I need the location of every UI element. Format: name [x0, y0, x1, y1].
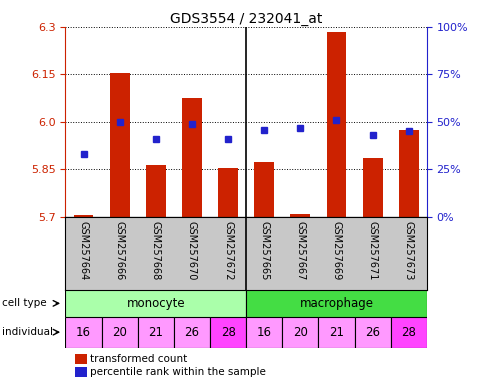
Text: cell type: cell type — [2, 298, 47, 308]
Bar — [318, 317, 354, 348]
Text: percentile rank within the sample: percentile rank within the sample — [90, 367, 265, 377]
Bar — [282, 317, 318, 348]
Bar — [290, 214, 310, 217]
Text: 26: 26 — [184, 326, 199, 339]
Bar — [254, 162, 273, 217]
Text: GSM257666: GSM257666 — [114, 220, 124, 280]
Bar — [210, 317, 245, 348]
Bar — [354, 317, 390, 348]
Bar — [65, 317, 102, 348]
Text: GSM257667: GSM257667 — [295, 220, 305, 280]
Title: GDS3554 / 232041_at: GDS3554 / 232041_at — [169, 12, 322, 26]
Bar — [75, 367, 87, 377]
Text: 20: 20 — [112, 326, 127, 339]
Bar — [245, 317, 282, 348]
Text: GSM257668: GSM257668 — [151, 220, 161, 280]
Text: GSM257671: GSM257671 — [367, 220, 377, 280]
Text: 26: 26 — [364, 326, 379, 339]
Bar — [182, 98, 201, 217]
Bar — [109, 73, 129, 217]
Bar — [390, 317, 426, 348]
Bar — [245, 290, 426, 317]
Text: macrophage: macrophage — [299, 297, 373, 310]
Bar — [102, 317, 137, 348]
Text: 21: 21 — [328, 326, 343, 339]
Text: individual: individual — [2, 327, 53, 337]
Bar — [65, 290, 245, 317]
Text: 16: 16 — [76, 326, 91, 339]
Text: transformed count: transformed count — [90, 354, 187, 364]
Text: GSM257669: GSM257669 — [331, 220, 341, 280]
Text: 28: 28 — [400, 326, 415, 339]
Bar — [146, 165, 166, 217]
Bar — [218, 168, 238, 217]
Text: GSM257673: GSM257673 — [403, 220, 413, 280]
Bar — [74, 215, 93, 217]
Bar — [362, 158, 382, 217]
Text: 20: 20 — [292, 326, 307, 339]
Bar — [326, 31, 346, 217]
Text: GSM257670: GSM257670 — [186, 220, 197, 280]
Text: monocyte: monocyte — [126, 297, 185, 310]
Bar — [137, 317, 173, 348]
Text: GSM257664: GSM257664 — [78, 220, 89, 280]
Text: 16: 16 — [256, 326, 271, 339]
Bar — [75, 354, 87, 364]
Bar — [398, 130, 418, 217]
Text: 28: 28 — [220, 326, 235, 339]
Text: 21: 21 — [148, 326, 163, 339]
Text: GSM257665: GSM257665 — [258, 220, 269, 280]
Bar — [173, 317, 210, 348]
Text: GSM257672: GSM257672 — [223, 220, 233, 280]
